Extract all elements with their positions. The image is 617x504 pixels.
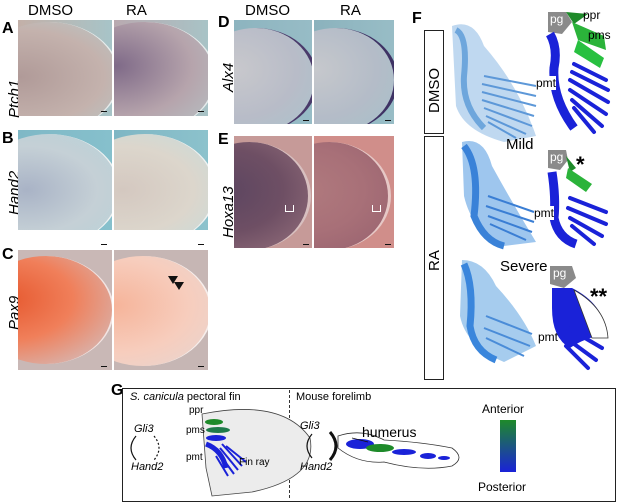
scale-bar	[385, 244, 391, 245]
ra-row-box: RA	[424, 136, 444, 380]
panel-e-ra-image	[314, 136, 394, 248]
severe-schematic	[550, 266, 609, 370]
panel-g-frame	[122, 388, 616, 502]
panel-e-label: E	[218, 131, 229, 148]
panel-d-dmso-image	[234, 20, 312, 124]
severe-fin-photo	[460, 260, 536, 364]
scale-bar	[101, 366, 107, 367]
dmso-schematic	[545, 12, 610, 134]
panel-a-dmso-image	[18, 20, 112, 116]
pmt-label-severe: pmt	[538, 330, 559, 344]
gli3-label-left: Gli3	[134, 423, 154, 435]
ppr-label: ppr	[583, 8, 601, 22]
fin-schematics	[545, 12, 610, 370]
panel-d-ra-image	[314, 20, 394, 124]
panel-a-ra-image	[114, 20, 208, 116]
gli3-label-right: Gli3	[300, 420, 320, 432]
alcian-blue-images	[452, 24, 537, 364]
scale-bar	[385, 120, 391, 121]
panel-c-dmso-image	[18, 250, 112, 370]
panel-e-dmso-image	[234, 136, 312, 248]
posterior-label: Posterior	[478, 480, 527, 494]
bracket-marker	[285, 205, 294, 212]
hand2-label-right: Hand2	[300, 461, 333, 473]
pg-label-severe: pg	[553, 266, 567, 280]
panel-c-label: C	[2, 246, 14, 263]
panel-d-label: D	[218, 14, 230, 31]
right-title: Mouse forelimb	[296, 391, 372, 403]
pmt-label-dmso: pmt	[536, 76, 557, 90]
panel-a-label: A	[2, 20, 14, 37]
dmso-row-box: DMSO	[424, 30, 444, 134]
severe-label: Severe	[500, 258, 548, 275]
humerus-label: humerus	[362, 424, 417, 440]
dmso-header-right: DMSO	[245, 2, 290, 19]
panel-b-label: B	[2, 130, 14, 147]
panel-b-ra-image	[114, 130, 208, 230]
pg-label-dmso: pg	[550, 12, 564, 26]
ppr-label-g: ppr	[189, 405, 204, 416]
dmso-header-left: DMSO	[28, 2, 73, 19]
anterior-label: Anterior	[482, 402, 525, 416]
bracket-marker	[372, 205, 381, 212]
ra-header-right: RA	[340, 2, 361, 19]
scale-bar	[303, 120, 309, 121]
pmt-label-mild: pmt	[534, 206, 555, 220]
scale-bar	[303, 244, 309, 245]
scale-bar	[101, 111, 107, 112]
mild-fin-photo	[461, 141, 536, 250]
scale-bar	[198, 244, 204, 245]
pmt-label-g: pmt	[186, 452, 203, 463]
panel-b-dmso-image	[18, 130, 112, 230]
panel-g-label: G	[111, 382, 124, 399]
mild-label: Mild	[506, 136, 534, 153]
pms-label: pms	[588, 28, 611, 42]
scale-bar	[198, 111, 204, 112]
panel-c-ra-image	[114, 250, 208, 370]
scale-bar	[198, 366, 204, 367]
asterisk-mild: *	[576, 152, 585, 177]
scale-bar	[101, 244, 107, 245]
panel-f-label: F	[412, 10, 422, 27]
asterisk-severe: **	[590, 284, 608, 309]
pg-label-mild: pg	[550, 150, 564, 164]
ra-header-left: RA	[126, 2, 147, 19]
panel-g-schematics	[130, 409, 516, 497]
hand2-label-left: Hand2	[131, 461, 164, 473]
left-title: S. canicula pectoral fin	[130, 391, 241, 403]
fin-ray-label: Fin ray	[239, 457, 270, 468]
arrowhead-icons	[168, 276, 184, 290]
pms-label-g: pms	[186, 425, 205, 436]
dmso-fin-photo	[452, 24, 537, 142]
